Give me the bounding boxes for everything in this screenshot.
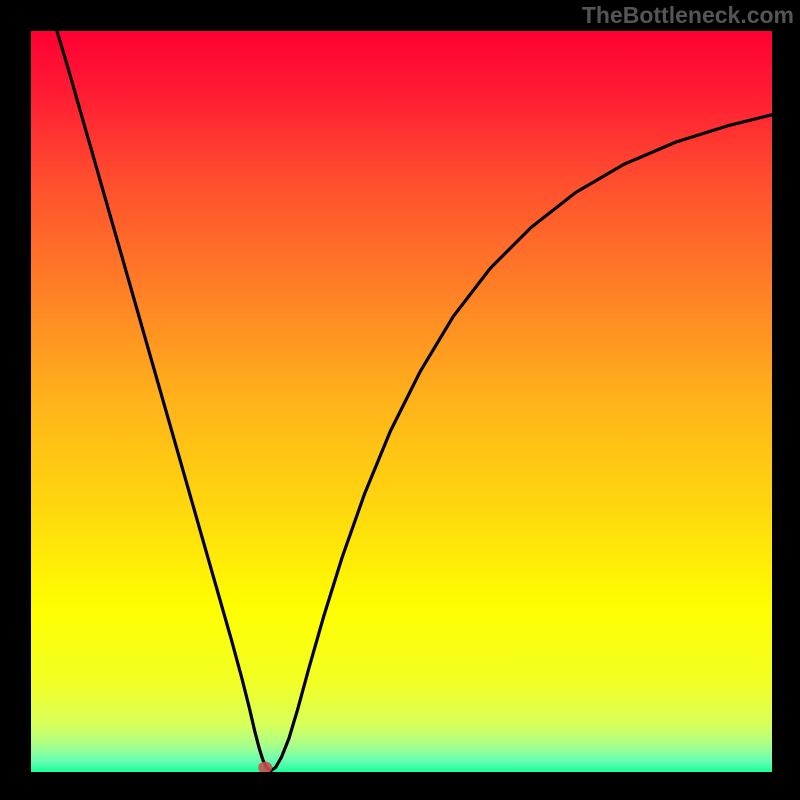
plot-background bbox=[31, 31, 772, 772]
watermark-text: TheBottleneck.com bbox=[582, 2, 794, 29]
chart-container: TheBottleneck.com bbox=[0, 0, 800, 800]
bottleneck-curve-chart bbox=[31, 31, 772, 772]
plot-area bbox=[31, 31, 772, 772]
